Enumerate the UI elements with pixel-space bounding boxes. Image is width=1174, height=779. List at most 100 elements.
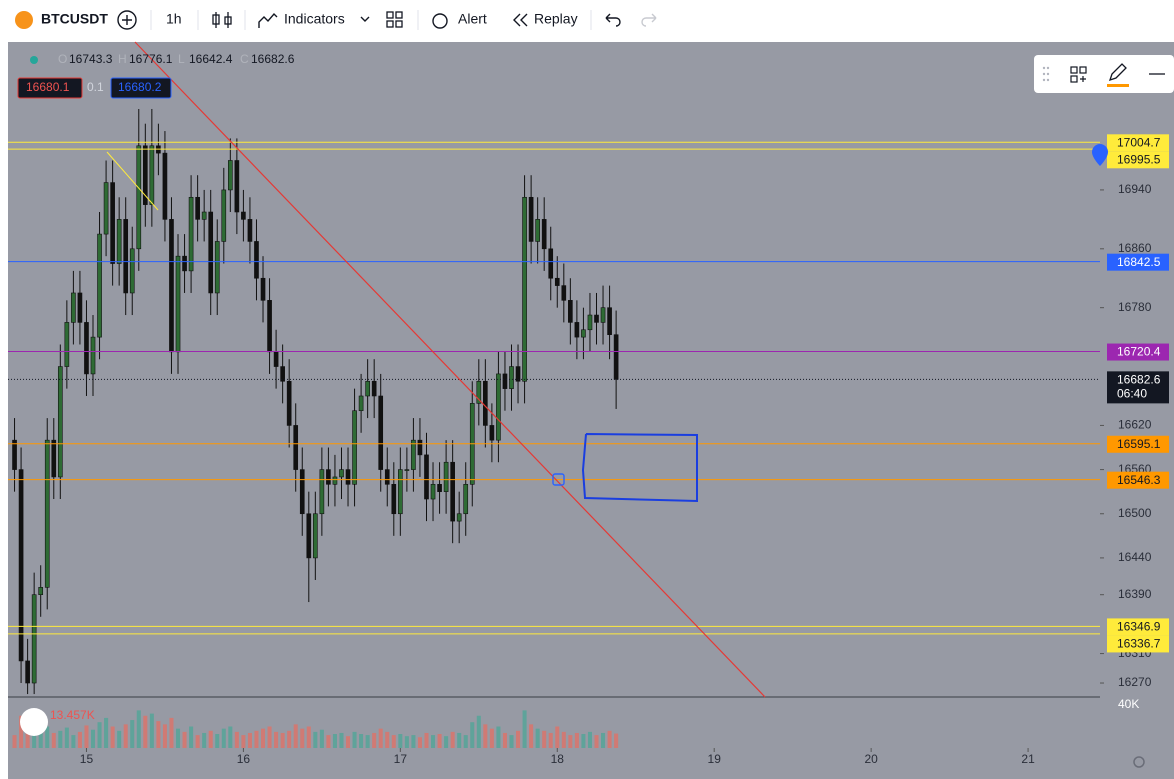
volume-bar (522, 710, 527, 748)
candle-body (38, 587, 44, 596)
tradingview-logo[interactable] (20, 708, 48, 736)
alert-marker[interactable] (1092, 144, 1108, 166)
volume-bar (470, 722, 475, 748)
volume-bar (156, 721, 161, 748)
symbol[interactable]: BTCUSDT (41, 11, 108, 27)
volume-bar (345, 736, 351, 748)
ohlc-letter: O (58, 52, 67, 66)
candle-body (208, 211, 214, 294)
price-level-label: 16546.3 (1117, 473, 1161, 487)
candle-body (64, 322, 70, 367)
volume-bar (300, 728, 305, 748)
alert-button[interactable]: Alert (458, 11, 487, 27)
candle-body (31, 594, 37, 684)
volume-bar (228, 726, 233, 748)
dropdown-icon[interactable] (360, 16, 370, 22)
interval[interactable]: 1h (166, 11, 182, 27)
candle-body (162, 152, 168, 220)
volume-bar (136, 710, 141, 748)
volume-bar (365, 735, 370, 748)
volume-bar (182, 731, 187, 748)
add-symbol[interactable] (117, 10, 137, 30)
price-level-badge (1107, 151, 1169, 169)
volume-bar (221, 728, 226, 748)
x-tick-label: 21 (1021, 752, 1035, 766)
volume-bar (189, 726, 194, 748)
x-tick-label: 16 (237, 752, 251, 766)
candle-body (44, 439, 50, 588)
volume-bar (417, 737, 422, 748)
volume-bar (58, 730, 63, 748)
candle-body (77, 292, 83, 323)
candle-body (313, 513, 318, 559)
candle-body (568, 300, 573, 323)
spread: 0.1 (87, 80, 104, 94)
brush-rectangle[interactable] (581, 433, 698, 503)
countdown-label: 06:40 (1117, 387, 1147, 401)
y-tick-label: 16780 (1118, 300, 1152, 314)
ask-price: 16680.2 (118, 80, 162, 94)
volume-bar (502, 732, 507, 748)
pen-button[interactable] (1108, 63, 1127, 82)
settings-button[interactable] (1133, 756, 1145, 768)
candle-body (97, 233, 102, 338)
drag-handle[interactable] (1042, 66, 1050, 82)
template-button[interactable] (1070, 66, 1087, 83)
volume-bar (97, 722, 102, 748)
candle-body (476, 380, 482, 404)
volume-bar (339, 732, 344, 748)
volume-bar (84, 725, 89, 748)
volume-bar (424, 732, 429, 748)
redo-button[interactable] (641, 13, 657, 27)
x-tick-label: 15 (80, 752, 94, 766)
chart-type-icon (224, 16, 232, 25)
price-level-label: 17004.7 (1117, 135, 1161, 149)
candle-body (234, 160, 240, 213)
candle-body (430, 484, 436, 500)
candle-body (273, 351, 279, 367)
volume-bar (581, 734, 586, 748)
candle-body (365, 380, 370, 397)
drawing-handle[interactable] (552, 473, 565, 486)
candle-body (613, 334, 619, 380)
candle-body (175, 255, 181, 353)
candle-body (424, 454, 429, 500)
replay-button[interactable]: Replay (534, 11, 578, 27)
pen-color (1107, 84, 1129, 87)
price-level-badge (1107, 635, 1169, 653)
volume-bar (77, 731, 82, 748)
volume-bar (90, 729, 96, 748)
trend-line[interactable] (134, 41, 766, 698)
candle-body (384, 469, 390, 485)
candle-body (214, 241, 220, 294)
candle-body (417, 439, 423, 456)
candle-body (123, 219, 129, 294)
candle-body (254, 241, 259, 279)
volume-bar (19, 715, 24, 748)
candle-body (57, 366, 63, 478)
price-level-badge (1107, 134, 1169, 152)
layout-icon[interactable] (386, 11, 403, 28)
candle-body (227, 160, 233, 191)
volume-bar (587, 731, 592, 748)
candle-body (103, 182, 109, 235)
indicators-button[interactable]: Indicators (284, 11, 345, 27)
fib-line[interactable] (106, 151, 159, 211)
volume-bar (601, 732, 606, 748)
x-tick-label: 17 (394, 752, 408, 766)
volume-bar (215, 734, 220, 748)
candle-body (391, 484, 397, 515)
volume-bar (293, 724, 298, 748)
candle-body (280, 366, 285, 382)
undo-button[interactable] (605, 13, 621, 27)
candle-body (149, 145, 155, 205)
volume-bar (195, 735, 200, 748)
candle-body (594, 314, 599, 323)
chart-background (8, 42, 1174, 779)
candle-body (509, 366, 514, 389)
volume-bar (241, 735, 246, 748)
ohlc-letter: C (240, 52, 249, 66)
volume-bar (104, 717, 109, 748)
candle-body (561, 285, 567, 301)
volume-bar (123, 724, 128, 748)
